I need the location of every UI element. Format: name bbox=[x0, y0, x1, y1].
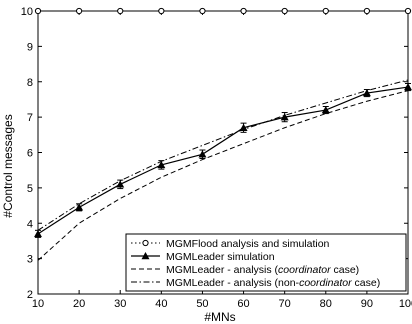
legend-label-part: case) bbox=[352, 277, 381, 289]
y-tick-label: 5 bbox=[27, 183, 33, 195]
legend-label-part: MGMLeader - analysis (non- bbox=[166, 277, 300, 289]
data-point bbox=[35, 8, 40, 13]
y-tick-label: 7 bbox=[27, 112, 33, 124]
data-point bbox=[159, 8, 164, 13]
legend-label-part: coordinator bbox=[299, 277, 352, 289]
x-tick-label: 100 bbox=[399, 298, 412, 310]
data-point bbox=[405, 8, 410, 13]
y-tick-label: 10 bbox=[21, 6, 33, 18]
legend-label-3: MGMLeader - analysis (non-coordinator ca… bbox=[166, 277, 380, 289]
legend-label-part: case) bbox=[331, 264, 360, 276]
legend: MGMFlood analysis and simulationMGMLeade… bbox=[126, 234, 406, 291]
x-tick-label: 70 bbox=[279, 298, 291, 310]
y-tick-label: 8 bbox=[27, 77, 33, 89]
x-tick-label: 80 bbox=[320, 298, 332, 310]
data-point bbox=[282, 8, 287, 13]
y-tick-label: 2 bbox=[27, 289, 33, 301]
data-point bbox=[241, 8, 246, 13]
x-axis-label: #MNs bbox=[204, 310, 235, 324]
x-tick-label: 40 bbox=[155, 298, 167, 310]
y-tick-label: 6 bbox=[27, 148, 33, 160]
data-point bbox=[77, 8, 82, 13]
x-tick-label: 30 bbox=[114, 298, 126, 310]
y-tick-label: 3 bbox=[27, 254, 33, 266]
data-point bbox=[200, 8, 205, 13]
x-tick-label: 50 bbox=[196, 298, 208, 310]
series-line-3 bbox=[38, 80, 408, 230]
legend-marker bbox=[143, 240, 148, 245]
y-tick-label: 4 bbox=[27, 218, 33, 230]
data-point bbox=[75, 203, 83, 210]
data-point bbox=[404, 83, 412, 90]
x-tick-label: 90 bbox=[361, 298, 373, 310]
legend-label-1: MGMLeader simulation bbox=[166, 251, 275, 263]
data-point bbox=[323, 8, 328, 13]
y-tick-label: 9 bbox=[27, 41, 33, 53]
series-layer bbox=[34, 8, 412, 260]
data-point bbox=[364, 8, 369, 13]
y-axis-label: #Control messages bbox=[1, 114, 15, 217]
legend-label-part: MGMLeader - analysis ( bbox=[166, 264, 279, 276]
legend-label-0: MGMFlood analysis and simulation bbox=[166, 238, 330, 250]
data-point bbox=[322, 106, 330, 113]
legend-label-part: coordinator bbox=[278, 264, 331, 276]
x-tick-label: 60 bbox=[237, 298, 249, 310]
legend-label-2: MGMLeader - analysis (coordinator case) bbox=[166, 264, 359, 276]
data-point bbox=[116, 180, 124, 187]
data-point bbox=[118, 8, 123, 13]
series-line-1 bbox=[38, 87, 408, 234]
x-tick-label: 20 bbox=[73, 298, 85, 310]
data-point bbox=[198, 150, 206, 157]
x-tick-label: 10 bbox=[32, 298, 44, 310]
data-point bbox=[34, 230, 42, 237]
